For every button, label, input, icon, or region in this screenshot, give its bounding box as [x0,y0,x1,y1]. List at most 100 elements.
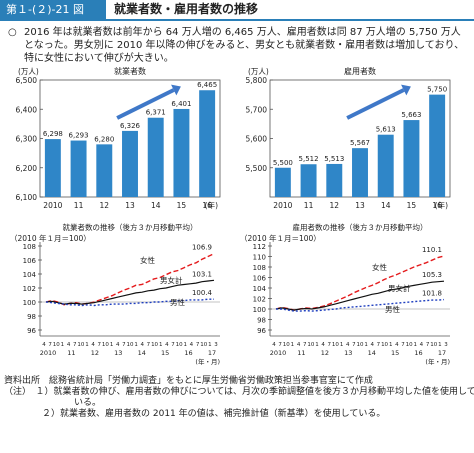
x-tick-label: 13 [125,201,135,210]
bar-value-label: 5,750 [427,86,447,94]
x-year-label: 14 [138,349,146,357]
bar [352,148,368,197]
x-month-label: 1 [110,342,114,348]
y-unit-label: （2010 年１月＝100） [10,233,91,243]
x-month-label: 4 [321,342,325,348]
bar-value-label: 5,513 [324,155,344,163]
y-tick-label: 6,500 [16,76,38,85]
x-month-label: 10 [430,342,437,348]
x-year-label: 11 [67,349,75,357]
x-month-label: 1 [340,342,344,348]
x-month-label: 4 [165,342,169,348]
x-year-label: 16 [184,349,192,357]
series-line [275,280,445,311]
x-month-label: 10 [53,342,60,348]
y-tick-label: 5,600 [246,135,268,144]
trend-arrow-shaft [116,88,175,120]
x-year-label: 11 [297,349,305,357]
y-tick-label: 104 [253,285,267,293]
x-tick-label: 2010 [273,201,292,210]
x-month-label: 1 [364,342,368,348]
x-year-label: 2010 [40,349,57,357]
bar-value-label: 6,326 [120,122,141,130]
bar [326,163,343,197]
series-line [276,298,445,312]
series-line [45,279,215,305]
x-month-label: 7 [377,342,381,348]
bar [147,117,164,197]
series-end-label: 110.1 [422,246,442,254]
x-tick-label: 16 [432,201,442,210]
x-month-label: 7 [426,342,430,348]
x-month-label: 3 [214,342,218,348]
bar-chart-title: 雇用者数 [344,66,376,76]
x-month-label: 4 [371,342,375,348]
y-tick-label: 6,400 [16,105,38,114]
x-month-label: 1 [159,342,163,348]
y-tick-label: 112 [253,243,266,251]
series-end-label: 105.3 [422,271,442,279]
bar-value-label: 6,293 [69,132,89,140]
figure-title: 就業者数・雇用者数の推移 [114,2,259,16]
series-label: 男女計 [388,283,411,293]
summary-line-3: 特に女性において伸びが大きい。 [24,53,174,64]
series-label: 女性 [372,262,387,272]
header-rule [0,19,474,21]
x-year-label: 15 [161,349,169,357]
bar-value-label: 5,567 [350,139,370,147]
bar-value-label: 5,512 [299,155,319,163]
series-end-label: 101.8 [422,290,442,298]
bar-value-label: 6,371 [146,109,166,117]
note-2: ２）就業者数、雇用者数の 2011 年の値は、補完推計値（新基準）を使用している… [42,409,386,419]
y-unit-label: （2010 年１月＝100） [240,233,321,243]
y-tick-label: 108 [23,243,36,251]
x-month-label: 10 [381,342,388,348]
figure-number-badge: 第１-(２)-21 図 [0,0,106,19]
summary-line-1: 2016 年は就業者数は前年から 64 万人増の 6,465 万人、雇用者数は同… [24,27,461,38]
bar [96,144,113,197]
y-tick-label: 100 [253,306,266,314]
x-month-label: 4 [297,342,301,348]
bar-value-label: 6,401 [171,100,191,108]
x-year-label: 17 [208,349,216,357]
figure-header: 第１-(２)-21 図 就業者数・雇用者数の推移 [0,0,474,19]
x-month-label: 10 [176,342,183,348]
x-year-label: 13 [344,349,352,357]
x-month-label: 4 [272,342,276,348]
x-tick-label: 14 [151,201,161,210]
x-month-label: 1 [134,342,138,348]
y-tick-label: 104 [23,271,37,279]
y-tick-label: 106 [253,275,267,283]
y-tick-label: 98 [27,313,36,321]
x-month-label: 3 [444,342,448,348]
x-month-label: 7 [328,342,332,348]
x-month-label: 7 [278,342,282,348]
x-month-label: 4 [395,342,399,348]
bar [300,164,317,197]
x-tick-label: 2010 [43,201,62,210]
bar-value-label: 5,613 [376,126,396,134]
y-tick-label: 5,800 [246,76,268,85]
bar [122,130,138,197]
trend-arrow-head [401,84,411,96]
note-1: （注） １）就業者数の伸び、雇用者数の伸びについては、月次の季節調整値を後方３か… [4,387,474,397]
x-month-label: 1 [414,342,418,348]
x-month-label: 4 [116,342,120,348]
x-month-label: 4 [141,342,145,348]
x-month-label: 7 [73,342,77,348]
series-line [45,298,214,307]
y-tick-label: 5,500 [246,164,268,173]
bar [44,139,61,197]
x-tick-label: 15 [177,201,187,210]
y-unit-label: (万人) [248,67,269,76]
x-month-label: 7 [122,342,126,348]
bar-value-label: 5,500 [273,159,293,167]
y-tick-label: 98 [257,317,266,325]
x-month-label: 10 [200,342,207,348]
bar-value-label: 5,663 [401,111,421,119]
source-note: 資料出所 総務省統計局「労働力調査」をもとに厚生労働省労働政策担当参事官室にて作… [4,376,373,386]
series-label: 男性 [170,297,185,307]
x-axis-unit: (年・月) [195,357,220,366]
x-year-label: 12 [91,349,99,357]
trend-arrow-shaft [346,88,405,120]
